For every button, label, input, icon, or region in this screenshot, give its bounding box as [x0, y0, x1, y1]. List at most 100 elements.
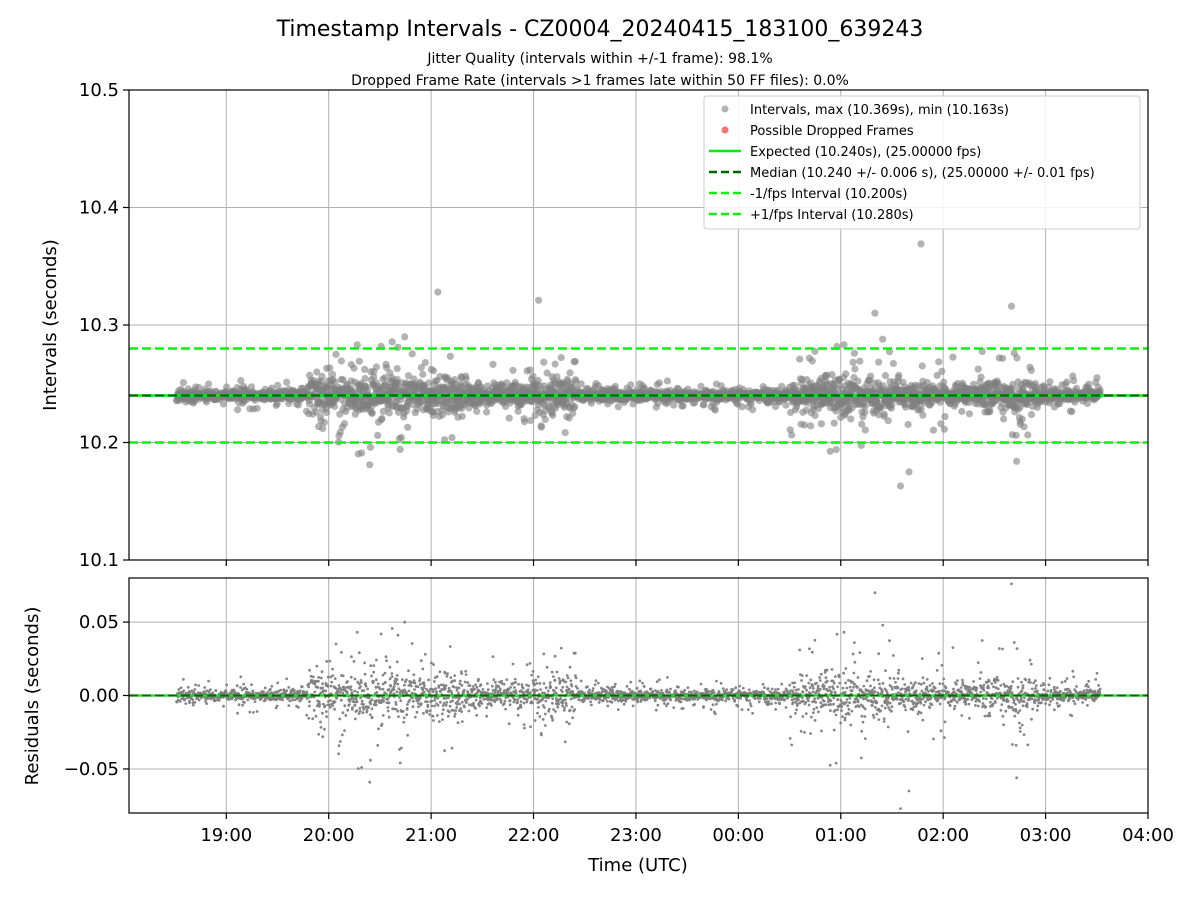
residual-point	[338, 690, 342, 694]
interval-point	[404, 372, 413, 380]
interval-point	[540, 358, 548, 366]
residual-point	[574, 674, 577, 678]
residual-point	[553, 679, 557, 682]
residual-point	[394, 701, 398, 704]
residual-point	[570, 705, 574, 709]
residual-point	[463, 705, 466, 709]
residual-point	[329, 684, 333, 688]
residual-point	[460, 720, 464, 723]
residual-point	[550, 670, 554, 674]
residual-point	[183, 697, 187, 701]
residual-point	[538, 682, 542, 685]
residual-point	[275, 704, 279, 708]
residual-point	[236, 697, 239, 700]
residual-point	[425, 710, 429, 714]
residual-point	[542, 682, 546, 685]
interval-point	[571, 403, 579, 411]
interval-point	[867, 372, 875, 380]
interval-point	[880, 410, 888, 418]
residual-point	[490, 696, 493, 700]
residual-point	[449, 689, 453, 693]
residual-point	[319, 720, 322, 724]
residual-point	[519, 703, 522, 707]
residual-point	[399, 699, 403, 703]
residuals-panel: −0.050.000.05 19:00 20:00 21:00 22:00 23:00 0…	[22, 577, 1174, 846]
interval-point	[205, 380, 213, 388]
residual-point	[395, 690, 399, 694]
residual-point	[552, 675, 555, 678]
interval-point	[514, 407, 522, 415]
residual-point	[376, 682, 380, 686]
residual-point	[514, 691, 518, 694]
interval-point	[462, 372, 470, 380]
residual-point	[334, 686, 338, 690]
residual-point	[326, 675, 330, 679]
residual-point	[460, 710, 463, 713]
residual-point	[564, 701, 568, 705]
residual-point	[329, 675, 333, 679]
residual-point	[418, 683, 422, 686]
residual-point	[239, 686, 242, 689]
interval-point	[840, 341, 848, 349]
residual-point	[560, 690, 564, 694]
interval-point	[655, 379, 664, 387]
residual-point	[634, 692, 638, 695]
interval-point	[896, 482, 905, 490]
residual-point	[547, 709, 550, 713]
residual-point	[591, 687, 595, 690]
residual-point	[516, 701, 520, 704]
residual-point	[285, 689, 289, 693]
residual-point	[463, 680, 467, 684]
interval-point	[881, 372, 890, 380]
residual-point	[313, 690, 317, 694]
residual-point	[610, 700, 614, 704]
residual-point	[382, 700, 386, 703]
interval-point	[283, 378, 291, 386]
interval-point	[566, 369, 574, 377]
residual-point	[396, 682, 400, 686]
residual-point	[432, 688, 435, 691]
legend-intervals-marker	[721, 105, 729, 113]
residual-point	[425, 687, 428, 691]
residual-point	[243, 701, 246, 704]
interval-point	[458, 412, 466, 420]
residual-point	[457, 697, 461, 701]
residual-point	[587, 696, 590, 699]
interval-point	[791, 381, 799, 389]
residual-point	[269, 688, 272, 691]
residual-point	[571, 691, 574, 695]
residual-point	[508, 703, 512, 707]
residual-point	[631, 698, 635, 701]
residual-point	[436, 714, 439, 717]
residual-point	[509, 686, 512, 689]
interval-point	[527, 416, 535, 425]
residual-point	[466, 681, 470, 684]
residual-point	[478, 704, 481, 708]
residual-point	[285, 677, 289, 681]
interval-point	[401, 333, 409, 341]
interval-point	[421, 359, 429, 367]
residual-point	[333, 707, 336, 711]
residual-point	[455, 686, 458, 690]
residual-point	[323, 727, 326, 731]
residual-point	[386, 706, 390, 709]
residual-point	[629, 696, 632, 699]
interval-point	[918, 362, 926, 370]
residual-point	[625, 685, 629, 688]
residual-point	[601, 699, 605, 703]
residual-point	[341, 733, 344, 737]
residual-point	[494, 686, 498, 690]
interval-point	[326, 364, 334, 372]
residual-point	[353, 689, 357, 693]
residual-point	[527, 684, 531, 688]
interval-point	[419, 370, 427, 378]
residual-point	[321, 690, 325, 694]
residual-point	[369, 713, 372, 717]
residual-point	[408, 698, 412, 702]
residual-point	[464, 673, 468, 676]
residual-point	[425, 696, 428, 699]
residual-point	[520, 683, 524, 686]
residual-point	[573, 651, 577, 655]
interval-point	[938, 367, 946, 375]
residual-point	[441, 718, 444, 721]
